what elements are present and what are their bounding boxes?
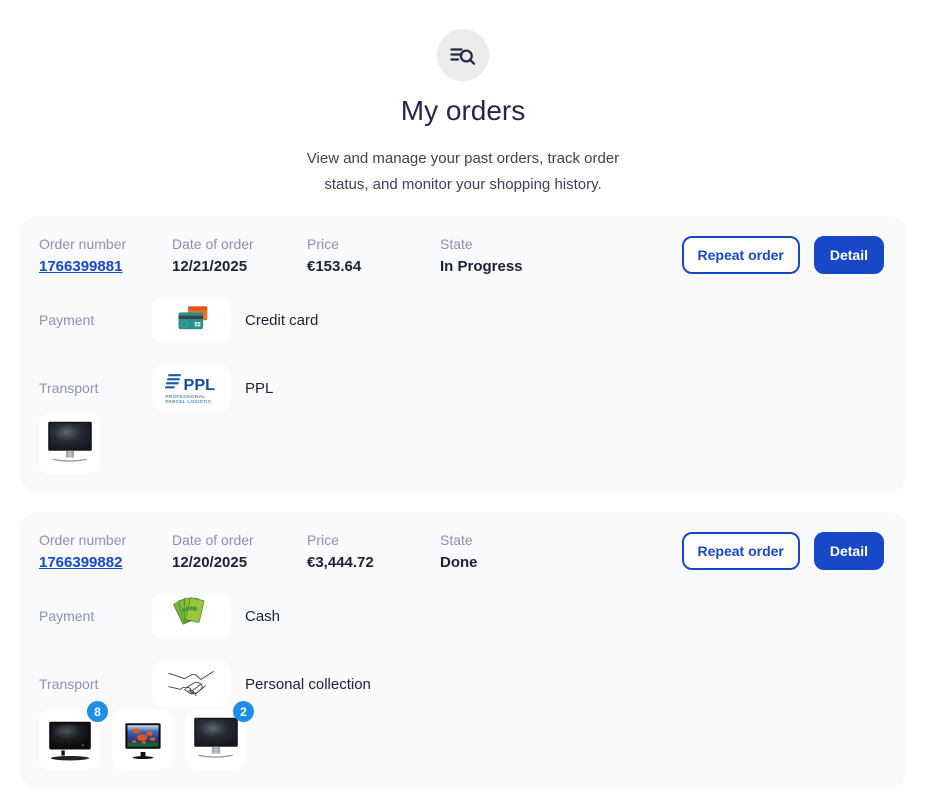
svg-text:PPL: PPL <box>183 376 215 394</box>
